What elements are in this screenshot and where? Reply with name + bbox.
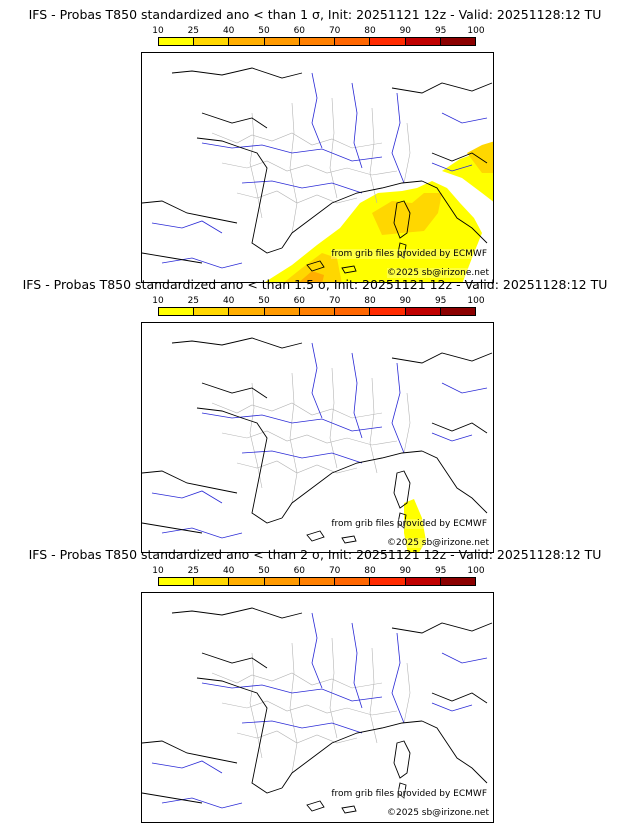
scale-label: 60 [293,566,306,576]
scale-label: 25 [187,296,200,306]
region-borders [211,367,411,504]
colorbar-segment [405,38,441,45]
colorbar-segment [264,308,300,315]
map-panel-2: IFS - Probas T850 standardized ano < tha… [0,277,630,553]
colorbar-segment [440,38,475,45]
scale-label: 95 [434,566,447,576]
colorbar-segment [335,38,371,45]
colorbar-segment [159,578,195,585]
colorbar-labels: 10 25 40 50 60 70 80 90 95 100 [152,566,484,576]
rivers [151,612,488,809]
scale-label: 90 [399,566,412,576]
colorbar-segment [229,578,265,585]
colorbar-segment [335,578,371,585]
scale-label: 25 [187,26,200,36]
scale-label: 90 [399,26,412,36]
scale-label: 50 [258,26,270,36]
scale-label: 50 [258,296,270,306]
colorbar [158,577,476,586]
coastline [142,67,493,274]
scale-label: 95 [434,296,447,306]
probability-map: from grib files provided by ECMWF ©2025 … [141,52,494,283]
scale-label: 10 [152,566,164,576]
copyright-credit: ©2025 sb@irizone.net [387,268,489,278]
coastline [142,337,493,544]
colorbar-segment [194,308,230,315]
colorbar-segment [335,308,371,315]
rivers [151,342,488,539]
scale-label: 40 [222,296,235,306]
copyright-credit: ©2025 sb@irizone.net [387,808,489,818]
panel-title: IFS - Probas T850 standardized ano < tha… [28,547,602,562]
data-source-credit: from grib files provided by ECMWF [331,789,487,799]
scale-label: 60 [293,296,306,306]
colorbar-segment [159,308,195,315]
scale-label: 70 [328,26,341,36]
colorbar-segment [299,38,336,45]
scale-label: 40 [222,26,235,36]
scale-label: 80 [364,296,376,306]
colorbar-segment [229,38,265,45]
colorbar-segment [405,308,441,315]
scale-label: 100 [467,566,485,576]
colorbar-segment [264,578,300,585]
scale-label: 70 [328,566,341,576]
probability-map: from grib files provided by ECMWF ©2025 … [141,322,494,553]
colorbar-segment [159,38,195,45]
probability-field [404,499,426,552]
colorbar-segment [299,308,336,315]
scale-label: 70 [328,296,341,306]
rivers [151,72,488,269]
scale-label: 80 [364,26,376,36]
colorbar-segment [370,308,406,315]
colorbar-segment [264,38,300,45]
colorbar [158,37,476,46]
scale-label: 10 [152,26,164,36]
colorbar-segment [440,578,475,585]
scale-label: 95 [434,26,447,36]
colorbar-segment [370,38,406,45]
scale-label: 60 [293,26,306,36]
panel-title: IFS - Probas T850 standardized ano < tha… [28,7,602,22]
data-source-credit: from grib files provided by ECMWF [331,519,487,529]
colorbar-segment [440,308,475,315]
region-borders [211,97,411,234]
colorbar-segment [370,578,406,585]
probability-map: from grib files provided by ECMWF ©2025 … [141,592,494,823]
region-borders [211,637,411,774]
panel-title: IFS - Probas T850 standardized ano < tha… [22,277,608,292]
scale-label: 100 [467,296,485,306]
colorbar-labels: 10 25 40 50 60 70 80 90 95 100 [152,296,484,306]
scale-label: 40 [222,566,235,576]
colorbar-labels: 10 25 40 50 60 70 80 90 95 100 [152,26,484,36]
scale-label: 80 [364,566,376,576]
map-panel-1: IFS - Probas T850 standardized ano < tha… [0,7,630,283]
colorbar-segment [194,578,230,585]
scale-label: 25 [187,566,200,576]
colorbar-segment [194,38,230,45]
scale-label: 90 [399,296,412,306]
colorbar-segment [229,308,265,315]
scale-label: 10 [152,296,164,306]
map-panel-3: IFS - Probas T850 standardized ano < tha… [0,547,630,823]
colorbar [158,307,476,316]
copyright-credit: ©2025 sb@irizone.net [387,538,489,548]
colorbar-segment [405,578,441,585]
data-source-credit: from grib files provided by ECMWF [331,249,487,259]
scale-label: 50 [258,566,270,576]
probability-field [265,141,493,282]
colorbar-segment [299,578,336,585]
scale-label: 100 [467,26,485,36]
coastline [142,607,493,814]
